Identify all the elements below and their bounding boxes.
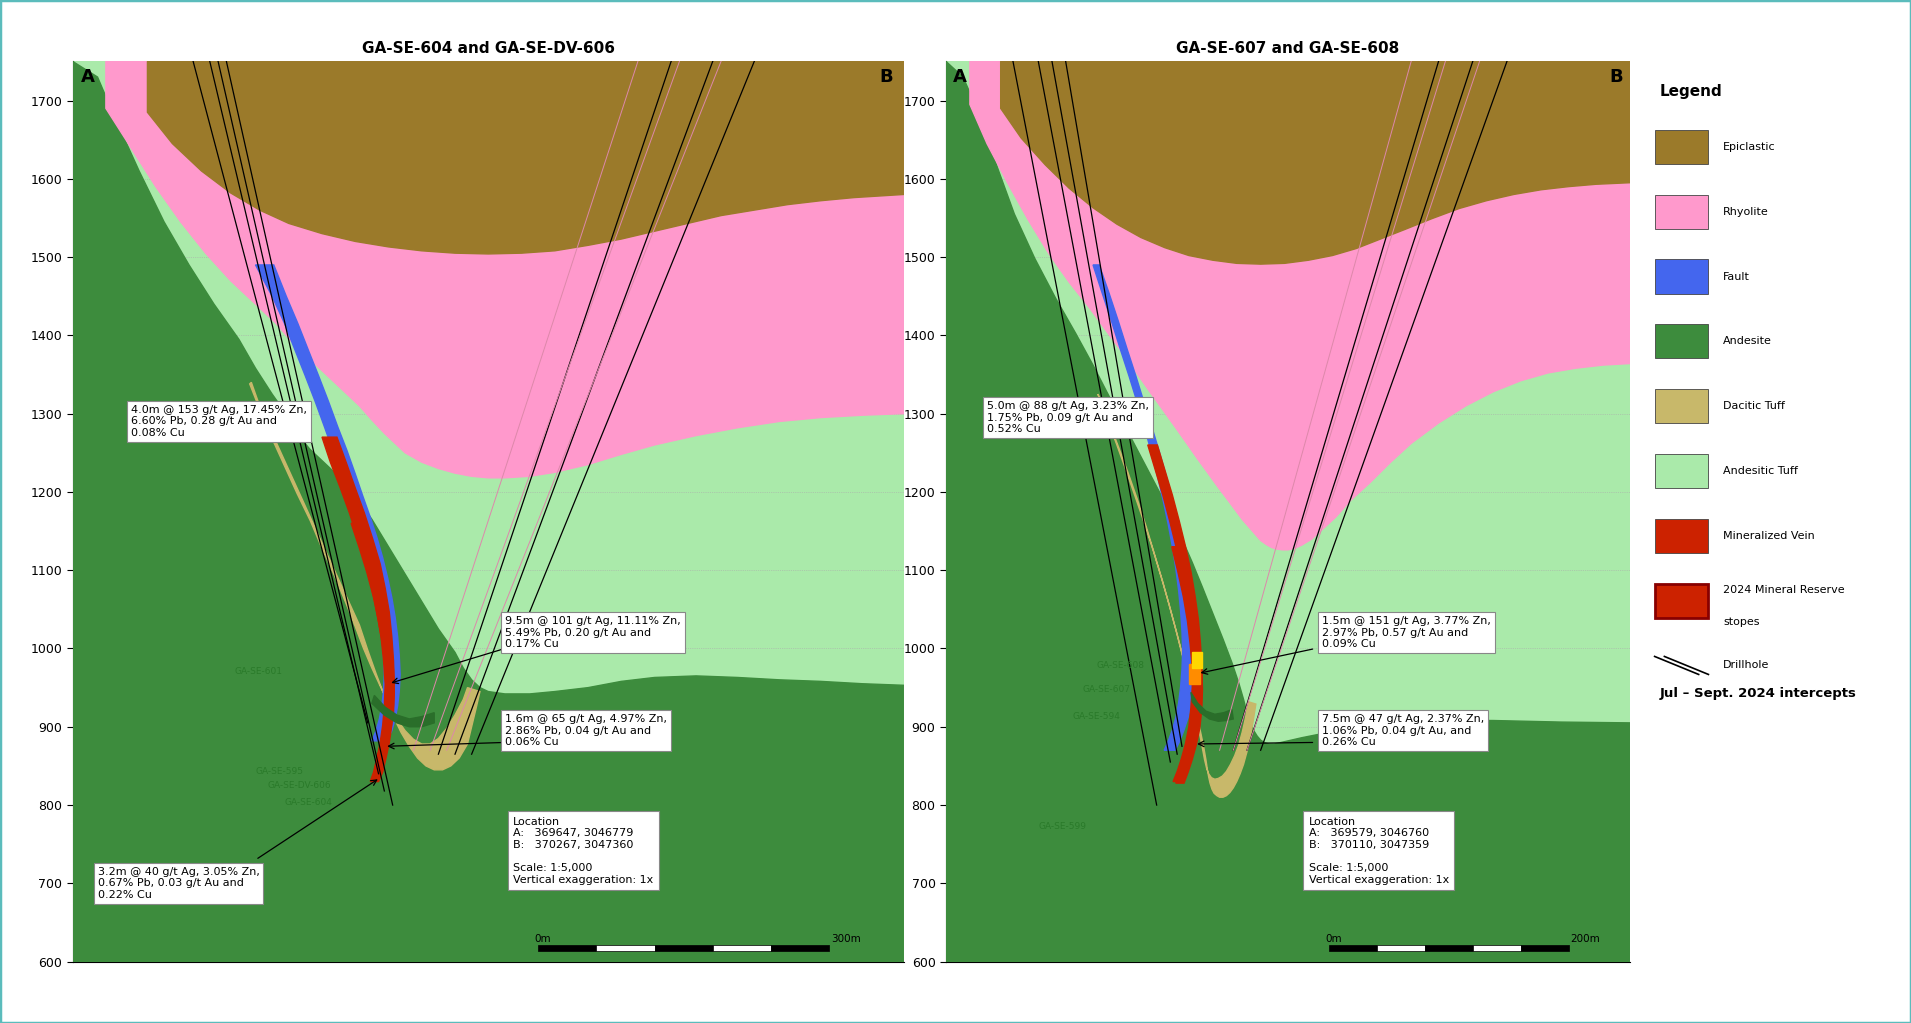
Text: Dacitic Tuff: Dacitic Tuff: [1724, 401, 1785, 411]
Text: Location
A:   369579, 3046760
B:   370110, 3047359

Scale: 1:5,000
Vertical exag: Location A: 369579, 3046760 B: 370110, 3…: [1309, 816, 1449, 885]
FancyBboxPatch shape: [1655, 583, 1708, 618]
Polygon shape: [250, 383, 480, 770]
FancyBboxPatch shape: [1655, 130, 1708, 164]
Text: 1.5m @ 151 g/t Ag, 3.77% Zn,
2.97% Pb, 0.57 g/t Au and
0.09% Cu: 1.5m @ 151 g/t Ag, 3.77% Zn, 2.97% Pb, 0…: [1322, 616, 1491, 650]
Polygon shape: [352, 523, 394, 776]
Text: 5.0m @ 88 g/t Ag, 3.23% Zn,
1.75% Pb, 0.09 g/t Au and
0.52% Cu: 5.0m @ 88 g/t Ag, 3.23% Zn, 1.75% Pb, 0.…: [986, 401, 1149, 434]
Polygon shape: [1192, 653, 1202, 668]
Text: GA-SE-604: GA-SE-604: [285, 798, 333, 807]
Text: 300m: 300m: [831, 934, 860, 944]
Text: GA-SE-595: GA-SE-595: [256, 767, 304, 775]
Text: Mineralized Vein: Mineralized Vein: [1724, 531, 1815, 541]
Text: 2024 Mineral Reserve: 2024 Mineral Reserve: [1724, 585, 1844, 594]
Polygon shape: [73, 445, 904, 962]
FancyBboxPatch shape: [1655, 260, 1708, 294]
Text: Epiclastic: Epiclastic: [1724, 142, 1775, 151]
Text: 9.5m @ 101 g/t Ag, 11.11% Zn,
5.49% Pb, 0.20 g/t Au and
0.17% Cu: 9.5m @ 101 g/t Ag, 11.11% Zn, 5.49% Pb, …: [505, 616, 680, 650]
Text: 200m: 200m: [1569, 934, 1600, 944]
Polygon shape: [1189, 664, 1200, 683]
FancyBboxPatch shape: [1655, 389, 1708, 424]
Text: Andesitic Tuff: Andesitic Tuff: [1724, 466, 1798, 476]
Text: Location
A:   369647, 3046779
B:   370267, 3047360

Scale: 1:5,000
Vertical exag: Location A: 369647, 3046779 B: 370267, 3…: [514, 816, 654, 885]
Polygon shape: [946, 61, 1630, 962]
Text: GA-SE-608: GA-SE-608: [1097, 661, 1145, 670]
Text: stopes: stopes: [1724, 617, 1760, 627]
Polygon shape: [971, 61, 1630, 549]
Text: GA-SE-601: GA-SE-601: [235, 667, 283, 675]
Polygon shape: [1171, 546, 1202, 784]
Polygon shape: [1001, 61, 1630, 264]
Text: Andesite: Andesite: [1724, 337, 1771, 347]
Polygon shape: [1097, 394, 1256, 797]
FancyBboxPatch shape: [1655, 519, 1708, 552]
Text: GA-SE-594: GA-SE-594: [1072, 712, 1120, 721]
Text: GA-SE-599: GA-SE-599: [1038, 821, 1085, 831]
Polygon shape: [321, 437, 394, 782]
Polygon shape: [105, 61, 904, 478]
Text: B: B: [879, 68, 892, 86]
Text: Drillhole: Drillhole: [1724, 661, 1770, 670]
Text: 3.2m @ 40 g/t Ag, 3.05% Zn,
0.67% Pb, 0.03 g/t Au and
0.22% Cu: 3.2m @ 40 g/t Ag, 3.05% Zn, 0.67% Pb, 0.…: [97, 866, 260, 900]
Text: 0m: 0m: [1326, 934, 1342, 944]
Text: 0m: 0m: [533, 934, 550, 944]
Polygon shape: [256, 265, 399, 741]
Text: 1.6m @ 65 g/t Ag, 4.97% Zn,
2.86% Pb, 0.04 g/t Au and
0.06% Cu: 1.6m @ 65 g/t Ag, 4.97% Zn, 2.86% Pb, 0.…: [505, 714, 667, 747]
Text: Legend: Legend: [1659, 84, 1722, 99]
Polygon shape: [373, 696, 434, 726]
FancyBboxPatch shape: [1655, 454, 1708, 488]
Text: Jul – Sept. 2024 intercepts: Jul – Sept. 2024 intercepts: [1659, 687, 1856, 700]
Text: 4.0m @ 153 g/t Ag, 17.45% Zn,
6.60% Pb, 0.28 g/t Au and
0.08% Cu: 4.0m @ 153 g/t Ag, 17.45% Zn, 6.60% Pb, …: [130, 405, 308, 438]
FancyBboxPatch shape: [1655, 324, 1708, 358]
FancyBboxPatch shape: [1655, 194, 1708, 229]
Polygon shape: [1191, 693, 1233, 721]
Text: 7.5m @ 47 g/t Ag, 2.37% Zn,
1.06% Pb, 0.04 g/t Au, and
0.26% Cu: 7.5m @ 47 g/t Ag, 2.37% Zn, 1.06% Pb, 0.…: [1322, 714, 1485, 747]
Text: B: B: [1609, 68, 1622, 86]
Text: A: A: [954, 68, 967, 86]
Text: Fault: Fault: [1724, 271, 1750, 281]
Title: GA-SE-607 and GA-SE-608: GA-SE-607 and GA-SE-608: [1177, 41, 1399, 56]
Title: GA-SE-604 and GA-SE-DV-606: GA-SE-604 and GA-SE-DV-606: [361, 41, 615, 56]
Text: Rhyolite: Rhyolite: [1724, 207, 1770, 217]
Polygon shape: [147, 61, 904, 254]
Polygon shape: [1149, 445, 1202, 782]
Polygon shape: [73, 61, 904, 962]
Text: GA-SE-607: GA-SE-607: [1084, 684, 1131, 694]
Text: GA-SE-DV-606: GA-SE-DV-606: [268, 781, 333, 790]
Text: A: A: [80, 68, 96, 86]
Polygon shape: [946, 406, 1630, 962]
Polygon shape: [1093, 265, 1196, 750]
